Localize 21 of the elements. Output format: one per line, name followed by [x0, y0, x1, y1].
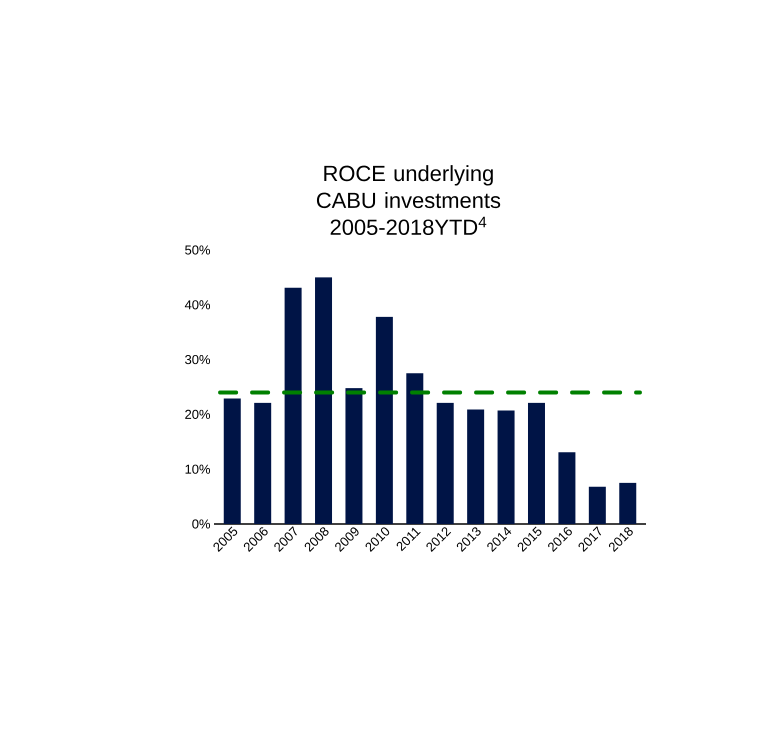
bar	[436, 402, 454, 524]
bar	[315, 277, 332, 524]
y-tick-label: 0%	[192, 519, 210, 529]
y-tick-label: 10%	[186, 464, 210, 474]
bar	[588, 486, 606, 524]
bar	[467, 409, 484, 524]
bar	[406, 373, 424, 524]
bar	[528, 402, 545, 524]
bar	[619, 482, 636, 524]
bar	[558, 452, 576, 524]
bar	[254, 402, 272, 524]
bar	[224, 398, 241, 524]
bar	[498, 410, 515, 524]
bar	[284, 288, 302, 524]
y-tick-label: 20%	[185, 410, 210, 419]
bar	[345, 388, 362, 524]
y-tick-label: 50%	[185, 245, 210, 255]
y-tick-label: 40%	[184, 300, 210, 310]
y-tick-label: 30%	[185, 354, 210, 364]
bar	[376, 316, 393, 524]
chart-title: ROCE underlying CABU investments 2005-2018YTD$^{4}$	[316, 165, 500, 236]
